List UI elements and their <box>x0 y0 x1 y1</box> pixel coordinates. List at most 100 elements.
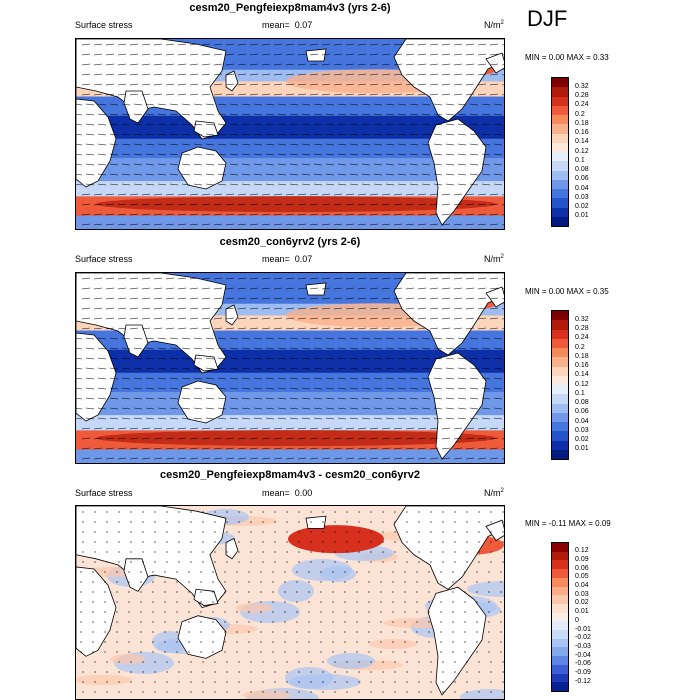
colorbar-swatch <box>552 133 568 143</box>
vector-arrow <box>441 307 451 310</box>
vector-arrow <box>109 367 119 370</box>
vector-arrow <box>405 457 415 460</box>
vector-arrow <box>109 357 119 360</box>
vector-arrow <box>237 307 247 310</box>
field-band <box>96 196 496 213</box>
vector-arrow <box>405 287 415 290</box>
vector-arrow <box>453 327 463 330</box>
colorbar-tick-label: 0.04 <box>575 417 589 425</box>
vector-arrow <box>261 83 271 86</box>
vector-arrow <box>333 277 343 280</box>
vector-arrow <box>76 367 83 370</box>
vector-arrow <box>405 437 415 440</box>
panel-3-units-sup: 2 <box>500 488 504 494</box>
vector-arrow <box>217 377 227 380</box>
vector-arrow <box>169 397 179 400</box>
vector-arrow <box>277 103 287 106</box>
vector-arrow <box>385 153 395 156</box>
vector-arrow <box>409 397 419 400</box>
panel-3-min-label: MIN = <box>525 519 547 528</box>
vector-arrow <box>277 347 287 350</box>
vector-arrow <box>265 417 275 420</box>
vector-arrow <box>501 74 504 76</box>
vector-arrow <box>261 297 271 300</box>
vector-arrow <box>489 223 499 226</box>
vector-arrow <box>457 143 467 146</box>
continents <box>76 506 504 696</box>
vector-arrow <box>445 377 455 380</box>
vector-arrow <box>301 123 311 126</box>
vector-arrow <box>177 43 187 46</box>
vector-arrow <box>93 297 103 300</box>
vector-arrow <box>397 153 407 156</box>
vector-arrow <box>445 407 455 410</box>
colorbar-swatch <box>552 366 568 376</box>
vector-arrow <box>357 193 367 196</box>
vector-arrow <box>445 397 455 400</box>
vector-arrow <box>373 123 383 126</box>
vector-arrow <box>165 307 175 310</box>
vector-arrow <box>429 63 439 66</box>
vector-arrow <box>361 143 371 146</box>
vector-arrow <box>76 387 83 390</box>
vector-arrow <box>181 133 191 136</box>
vector-arrow <box>397 397 407 400</box>
vector-arrow <box>405 317 415 320</box>
vector-arrow <box>237 213 247 216</box>
vector-arrow <box>153 43 163 46</box>
vector-arrow <box>229 133 239 136</box>
vector-arrow <box>397 163 407 166</box>
vector-arrow <box>481 153 491 156</box>
vector-arrow <box>165 327 175 330</box>
vector-arrow <box>445 347 455 350</box>
vector-arrow <box>129 193 139 196</box>
vector-arrow <box>321 83 331 86</box>
vector-arrow <box>349 417 359 420</box>
vector-arrow <box>393 93 403 96</box>
vector-arrow <box>249 43 259 46</box>
vector-arrow <box>453 213 463 216</box>
colorbar-swatch <box>552 551 568 561</box>
vector-arrow <box>141 53 151 56</box>
vector-arrow <box>493 163 503 166</box>
colorbar-swatch <box>552 161 568 171</box>
vector-arrow <box>489 327 499 330</box>
vector-arrow <box>481 103 491 106</box>
panel-2-map <box>75 272 505 464</box>
vector-arrow <box>345 437 355 440</box>
vector-arrow <box>157 123 167 126</box>
vector-arrow <box>345 73 355 76</box>
vector-arrow <box>225 317 235 320</box>
vector-arrow <box>409 103 419 106</box>
vector-arrow <box>273 287 283 290</box>
vector-arrow <box>301 337 311 340</box>
vector-arrow <box>417 277 427 280</box>
vector-arrow <box>381 223 391 226</box>
vector-arrow <box>181 123 191 126</box>
vector-arrow <box>285 83 295 86</box>
vector-arrow <box>241 133 251 136</box>
vector-arrow <box>237 457 247 460</box>
vector-arrow <box>213 297 223 300</box>
vector-arrow <box>409 347 419 350</box>
colorbar-tick-label: 0.1 <box>575 389 585 397</box>
vector-arrow <box>145 113 155 116</box>
colorbar-swatch <box>552 577 568 587</box>
vector-arrow <box>181 163 191 166</box>
vector-arrow <box>493 183 503 186</box>
vector-arrow <box>453 83 463 86</box>
vector-arrow <box>241 397 251 400</box>
vector-arrow <box>477 43 487 46</box>
vector-arrow <box>189 457 199 460</box>
vector-arrow <box>205 407 215 410</box>
vector-arrow <box>213 53 223 56</box>
colorbar-tick-label: -0.04 <box>575 651 591 659</box>
vector-arrow <box>237 73 247 76</box>
vector-arrow <box>477 223 487 226</box>
vector-arrow <box>121 397 131 400</box>
vector-arrow <box>393 447 403 450</box>
vector-arrow <box>493 123 503 126</box>
vector-arrow <box>265 143 275 146</box>
vector-arrow <box>493 417 503 420</box>
panel-2-mean: mean= 0.07 <box>262 254 312 264</box>
